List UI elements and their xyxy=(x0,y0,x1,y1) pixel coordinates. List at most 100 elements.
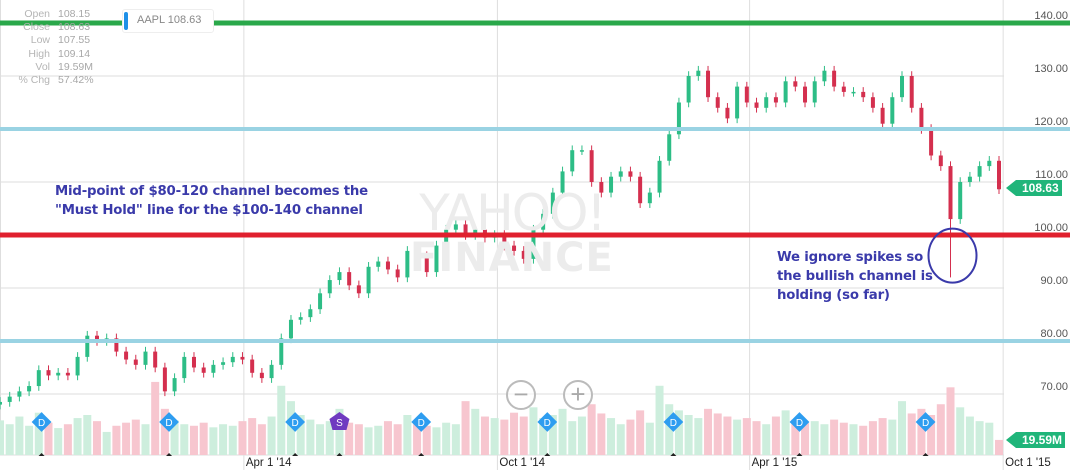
candle-body xyxy=(647,192,652,204)
candle xyxy=(706,65,711,102)
dividend-marker[interactable]: D xyxy=(537,412,558,456)
y-tick-label: 100.00 xyxy=(1034,222,1068,234)
volume-bar xyxy=(985,422,994,455)
quote-row: Vol 19.59M xyxy=(0,61,94,74)
volume-bar xyxy=(92,421,101,455)
dividend-marker[interactable]: D xyxy=(789,412,810,456)
dividend-diamond-icon xyxy=(31,412,52,432)
volume-bar xyxy=(471,408,480,455)
dividend-marker[interactable]: D xyxy=(285,412,306,456)
candle xyxy=(153,346,158,373)
zoom-out-button[interactable]: − xyxy=(506,380,536,410)
candle xyxy=(376,256,381,272)
y-tick-label: 140.00 xyxy=(1034,10,1068,22)
candle-body xyxy=(754,102,759,108)
candle-body xyxy=(259,372,264,379)
symbol-legend[interactable]: AAPL 108.63 xyxy=(122,9,214,33)
dividend-marker[interactable]: D xyxy=(31,412,52,456)
candle-body xyxy=(667,134,672,161)
candle-body xyxy=(919,107,924,129)
candle-body xyxy=(395,269,400,278)
volume-bar xyxy=(160,408,169,455)
candle xyxy=(521,246,526,264)
candle-body xyxy=(822,70,827,82)
quote-label: % Chg xyxy=(18,74,50,87)
candle xyxy=(880,103,885,129)
candle-body xyxy=(269,364,274,379)
candle-body xyxy=(7,396,12,402)
volume-bar xyxy=(810,421,819,455)
volume-bar xyxy=(413,424,422,455)
volume-bar xyxy=(684,415,693,455)
dividend-marker[interactable]: D xyxy=(159,412,179,456)
candle-body xyxy=(327,280,332,294)
dividend-diamond-icon xyxy=(159,412,179,432)
dividend-marker[interactable]: D xyxy=(915,412,936,456)
volume-bar xyxy=(354,424,363,455)
dividend-marker[interactable]: D xyxy=(411,412,432,456)
volume-bar xyxy=(170,420,179,455)
candle-body xyxy=(764,97,769,108)
candle-body xyxy=(162,367,167,392)
candle xyxy=(424,251,429,277)
volume-bar xyxy=(655,385,664,455)
note-line: "Must Hold" line for the $100-140 channe… xyxy=(55,203,363,218)
candle-body xyxy=(143,351,148,365)
marker-pin-icon xyxy=(38,453,45,456)
event-type-label: D xyxy=(418,418,425,429)
volume-bar xyxy=(839,422,848,455)
volume-bar xyxy=(762,424,771,455)
candle-body xyxy=(725,107,730,119)
candle xyxy=(65,368,70,381)
candle-body xyxy=(230,356,235,363)
volume-bar xyxy=(781,410,790,455)
candle xyxy=(715,92,720,113)
candle xyxy=(27,381,32,397)
candle-body xyxy=(366,266,371,294)
quote-label: High xyxy=(28,47,50,60)
marker-pin-icon xyxy=(796,453,803,456)
candle xyxy=(744,81,749,108)
candle xyxy=(56,368,61,381)
series-color-icon xyxy=(124,12,128,30)
note-line: We ignore spikes so xyxy=(777,250,924,265)
candle-body xyxy=(473,229,478,235)
candle-body xyxy=(65,372,70,376)
volume-bar xyxy=(257,424,266,455)
event-type-label: D xyxy=(670,418,677,429)
event-type-label: D xyxy=(292,418,299,429)
volume-bar xyxy=(752,421,761,455)
symbol-label: AAPL 108.63 xyxy=(137,14,202,26)
dividend-marker[interactable]: D xyxy=(663,412,684,456)
candle xyxy=(298,312,303,325)
volume-bar xyxy=(694,418,703,455)
candle xyxy=(618,166,623,182)
volume-bar xyxy=(141,424,150,455)
candle xyxy=(201,362,206,378)
candle-body xyxy=(405,250,410,278)
volume-bar xyxy=(122,422,131,455)
volume-bar xyxy=(568,421,577,455)
candle-body xyxy=(75,356,80,376)
candle xyxy=(754,97,759,113)
candle xyxy=(75,352,80,381)
candle-body xyxy=(512,245,517,251)
candle xyxy=(812,76,817,108)
y-tick-label: 70.00 xyxy=(1040,381,1068,393)
candle-body xyxy=(385,261,390,270)
candle-body xyxy=(735,86,740,119)
candle xyxy=(870,92,875,113)
candle-body xyxy=(541,213,546,230)
zoom-in-button[interactable]: + xyxy=(563,380,593,410)
quote-label: Close xyxy=(23,21,50,34)
candle-body xyxy=(133,359,138,365)
quote-value: 107.55 xyxy=(58,34,91,47)
candle xyxy=(997,156,1001,195)
candle xyxy=(114,333,119,357)
candle xyxy=(182,352,187,383)
candle-body xyxy=(657,160,662,193)
split-marker[interactable]: S xyxy=(329,412,350,456)
volume-bar xyxy=(733,419,742,455)
